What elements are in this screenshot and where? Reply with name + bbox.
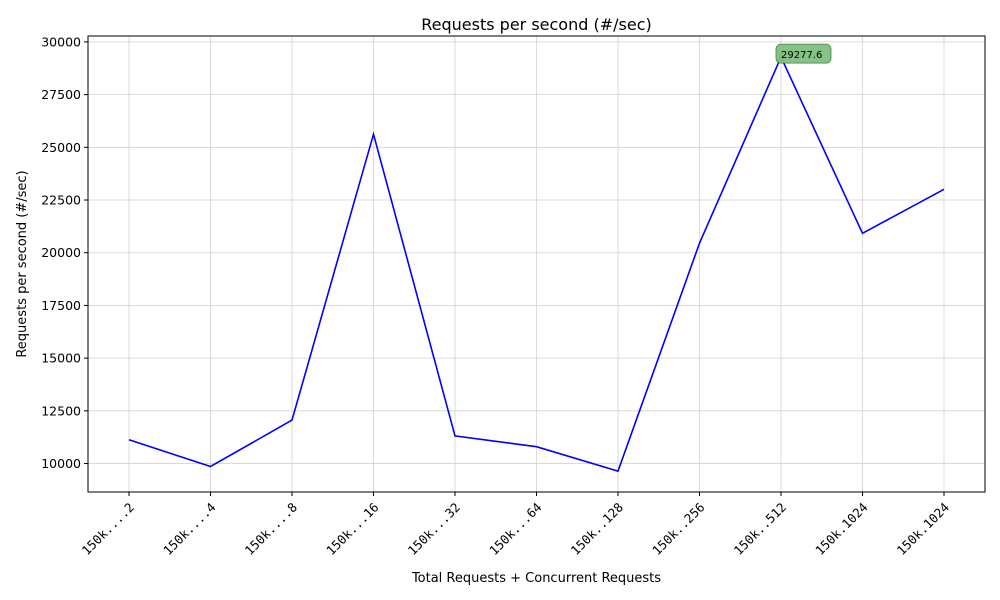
annotation-label: 29277.6 [781, 50, 822, 61]
peak-annotation: 29277.6 [775, 43, 832, 64]
x-tick-label: 150k....4 [160, 500, 219, 559]
x-tick-label: 150k..128 [568, 500, 627, 559]
x-tick-label: 150k.1024 [894, 500, 953, 559]
x-axis-label: Total Requests + Concurrent Requests [411, 571, 661, 586]
x-tick-label: 150k...64 [486, 500, 545, 559]
series-line [128, 55, 945, 473]
series-group [128, 55, 945, 473]
y-axis: 10000 12500 15000 17500 20000 22500 25000 27500… [41, 34, 88, 471]
x-tick-label: 150k....2 [79, 500, 138, 559]
x-axis: 150k....2 150k....4 150k....8 150k...16 150k… [79, 492, 953, 559]
y-tick-label: 25000 [41, 140, 81, 155]
y-tick-label: 17500 [41, 298, 81, 313]
y-tick-label: 22500 [41, 193, 81, 208]
x-tick-label: 150k...32 [405, 500, 464, 559]
annotation-box [775, 43, 832, 64]
x-tick-label: 150k.1024 [812, 500, 871, 559]
x-tick-label: 150k...16 [323, 500, 382, 559]
y-tick-label: 20000 [41, 245, 81, 260]
y-tick-label: 10000 [41, 456, 81, 471]
x-tick-label: 150k..256 [649, 500, 708, 559]
grid [88, 36, 985, 492]
plot-frame [87, 35, 986, 493]
x-tick-label: 150k....8 [242, 500, 301, 559]
y-axis-label: Requests per second (#/sec) [15, 170, 30, 357]
y-tick-label: 12500 [41, 403, 81, 418]
chart-title: Requests per second (#/sec) [421, 15, 651, 34]
x-tick-label: 150k..512 [731, 500, 790, 559]
y-tick-label: 15000 [41, 351, 81, 366]
y-tick-label: 27500 [41, 87, 81, 102]
y-tick-label: 30000 [41, 34, 81, 49]
